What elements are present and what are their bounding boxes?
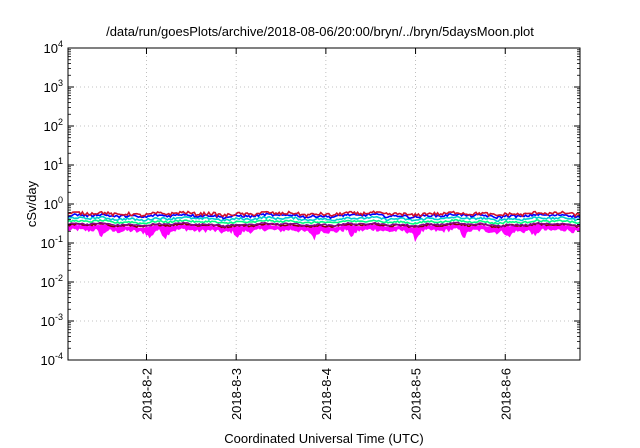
y-tick-label: 103 — [44, 78, 63, 95]
y-tick-label: 102 — [44, 117, 63, 134]
y-tick-label: 10-1 — [41, 234, 63, 251]
x-tick-label: 2018-8-5 — [409, 368, 424, 420]
x-tick-label: 2018-8-2 — [139, 368, 154, 420]
y-axis-label: cSv/day — [24, 180, 39, 227]
series-line — [67, 218, 581, 225]
y-tick-label: 10-2 — [41, 273, 63, 290]
series-line — [67, 221, 581, 228]
grid-lines — [68, 48, 580, 360]
tick-marks: 10-4 10-3 10-2 10-1 100 101 102 103 104 2018-8-2 2… — [41, 39, 580, 420]
series-layer — [67, 210, 581, 243]
series-line — [67, 215, 581, 223]
x-axis-label: Coordinated Universal Time (UTC) — [224, 431, 423, 446]
series-line — [67, 212, 581, 220]
x-tick-label: 2018-8-3 — [229, 368, 244, 420]
y-tick-label: 100 — [44, 195, 63, 212]
y-tick-label: 10-4 — [41, 351, 63, 368]
y-tick-label: 10-3 — [41, 312, 63, 329]
series-line — [67, 210, 581, 218]
y-tick-label: 101 — [44, 156, 63, 173]
x-tick-label: 2018-8-6 — [498, 368, 513, 420]
y-tick-label: 104 — [44, 39, 63, 56]
chart-title: /data/run/goesPlots/archive/2018-08-06/2… — [106, 24, 534, 39]
x-tick-label: 2018-8-4 — [319, 368, 334, 420]
